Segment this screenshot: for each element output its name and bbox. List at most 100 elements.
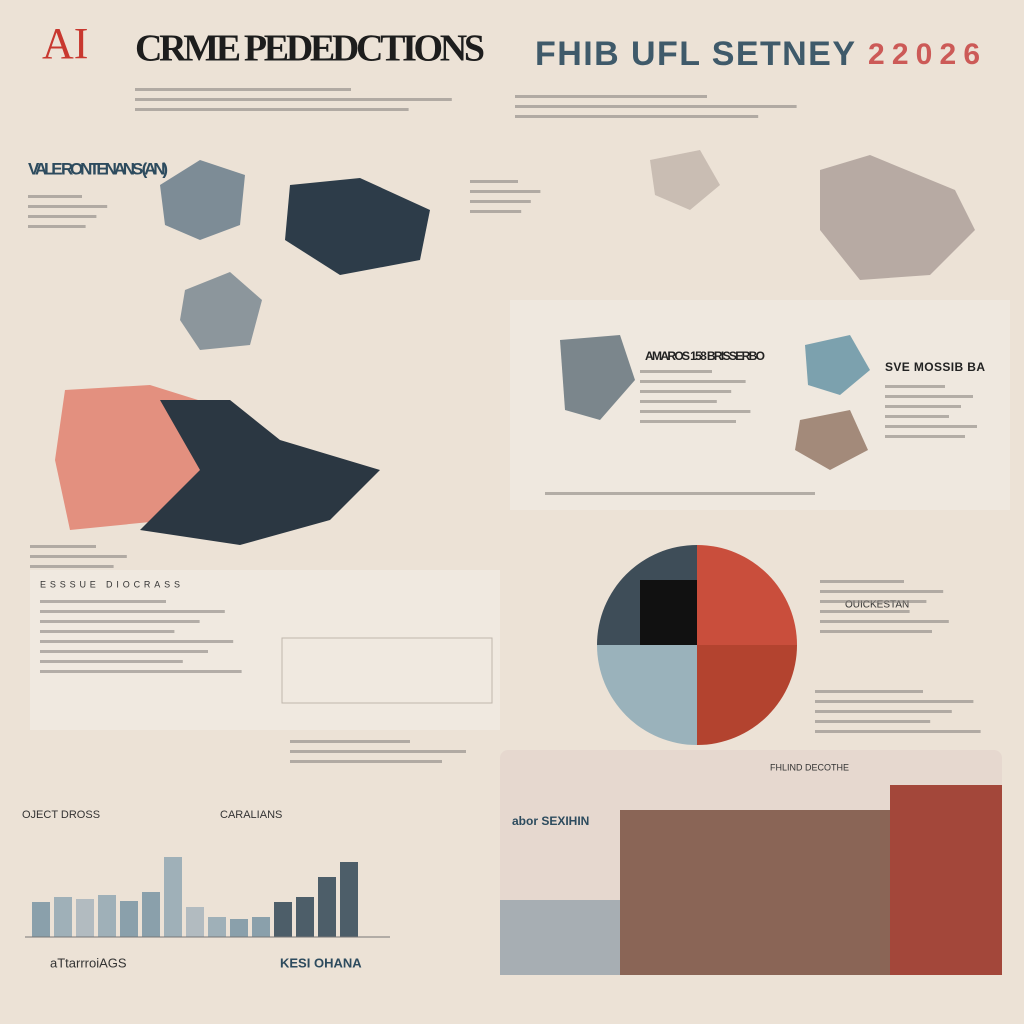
decor-bar xyxy=(120,901,138,937)
text-line xyxy=(820,610,910,613)
map-shape xyxy=(285,178,430,275)
map-shape xyxy=(560,335,635,420)
text-line xyxy=(515,95,707,98)
text-line xyxy=(135,98,452,101)
text-line xyxy=(40,620,200,623)
text-line xyxy=(515,115,759,118)
text-line xyxy=(885,395,973,398)
text-line xyxy=(135,108,409,111)
text-lines xyxy=(28,88,981,763)
building xyxy=(500,900,620,975)
decor-bar xyxy=(318,877,336,937)
text-line xyxy=(820,580,904,583)
map-shape xyxy=(820,155,975,280)
text-line xyxy=(470,180,518,183)
decor-bar xyxy=(340,862,358,937)
map-shape xyxy=(650,150,720,210)
decor-bar xyxy=(296,897,314,937)
bar-group xyxy=(25,857,390,938)
text-line xyxy=(885,385,945,388)
building xyxy=(620,810,890,975)
text-line xyxy=(40,660,183,663)
text-line xyxy=(820,590,944,593)
decor-bar xyxy=(230,919,248,937)
text-line xyxy=(40,630,175,633)
photo-caption: FHLIND DECOTHE xyxy=(770,762,849,772)
decor-bar xyxy=(274,902,292,937)
map-shape xyxy=(805,335,870,395)
text-line xyxy=(470,200,531,203)
building xyxy=(890,785,1002,975)
bar-heading: OJECT DROSS xyxy=(22,809,100,821)
text-line xyxy=(30,545,96,548)
map-shape xyxy=(140,400,380,545)
text-line xyxy=(28,205,108,208)
text-line xyxy=(40,640,234,643)
text-line xyxy=(28,215,97,218)
text-line xyxy=(820,630,932,633)
text-line xyxy=(815,730,981,733)
text-line xyxy=(515,105,797,108)
decor-bar xyxy=(252,917,270,937)
text-line xyxy=(470,210,522,213)
text-line xyxy=(885,435,965,438)
pie-slice xyxy=(640,580,697,645)
text-line xyxy=(885,415,949,418)
panel-heading: AMAROS 158 BRISSERBO xyxy=(645,349,765,363)
table-heading: ESSSUE DIOCRASS xyxy=(40,579,180,589)
pie-slice xyxy=(597,645,697,745)
text-line xyxy=(290,750,466,753)
text-line xyxy=(820,620,949,623)
text-line xyxy=(545,492,815,495)
text-line xyxy=(290,740,410,743)
text-line xyxy=(28,225,86,228)
photo-heading: abor SEXIHIN xyxy=(512,814,589,828)
text-line xyxy=(815,710,952,713)
section-heading: VALE RONTENANS (AN) xyxy=(28,159,168,178)
text-line xyxy=(640,370,712,373)
text-line xyxy=(135,88,351,91)
text-line xyxy=(290,760,442,763)
text-line xyxy=(30,565,114,568)
decor-bar xyxy=(186,907,204,937)
text-line xyxy=(40,600,166,603)
text-line xyxy=(640,380,746,383)
text-line xyxy=(885,425,977,428)
text-line xyxy=(30,555,127,558)
text-line xyxy=(40,610,225,613)
decor-bar xyxy=(208,917,226,937)
text-line xyxy=(28,195,82,198)
text-line xyxy=(815,690,923,693)
map-shape xyxy=(160,160,245,240)
table-frame xyxy=(281,637,493,704)
text-line xyxy=(640,390,732,393)
text-line xyxy=(640,400,717,403)
text-line xyxy=(815,720,931,723)
subtitle: FHIB UFL SETNEY xyxy=(535,35,855,73)
text-line xyxy=(885,405,961,408)
panel-heading: SVE MOSSIB BA xyxy=(885,360,985,374)
text-line xyxy=(640,420,736,423)
decor-bar xyxy=(98,895,116,937)
bar-footer: KESI OHANA xyxy=(280,955,362,970)
text-line xyxy=(815,700,974,703)
pie-label: OUICKESTAN xyxy=(845,600,909,611)
decor-bar xyxy=(142,892,160,937)
text-line xyxy=(40,650,208,653)
pie-slice xyxy=(697,645,797,745)
decor-bar xyxy=(164,857,182,937)
text-line xyxy=(40,670,242,673)
text-line xyxy=(820,600,927,603)
map-shape xyxy=(795,410,868,470)
decor-bar xyxy=(76,899,94,937)
logo: AI xyxy=(42,19,88,68)
text-line xyxy=(640,410,751,413)
title: CRME PEDEDCTIONS xyxy=(135,28,485,70)
decor-bar xyxy=(32,902,50,937)
decor-bar xyxy=(54,897,72,937)
bar-footer: aTtarrroiAGS xyxy=(50,955,127,970)
text-line xyxy=(470,190,541,193)
bar-heading: CARALIANS xyxy=(220,809,282,821)
